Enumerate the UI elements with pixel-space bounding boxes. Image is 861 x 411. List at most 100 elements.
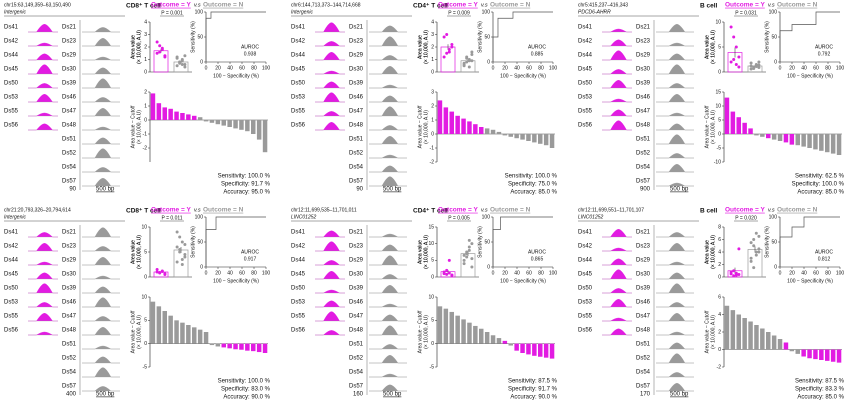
dot <box>160 46 164 50</box>
waterfall-bar <box>508 134 513 137</box>
track-label: Ds52 <box>636 151 651 157</box>
track-label: Ds21 <box>349 230 364 236</box>
track-peak <box>82 356 120 364</box>
y-axis-label: (× 10,000, A.U) <box>136 315 142 349</box>
y-tick-label: 3 <box>431 32 434 38</box>
scale: 900 <box>640 187 651 193</box>
dot <box>158 50 162 54</box>
waterfall-bar <box>742 122 747 134</box>
dot <box>752 67 756 70</box>
y-axis-label: (× 10,000, A.U) <box>710 30 716 64</box>
stat: Sensitivity: 87.5 % <box>795 379 845 385</box>
p-value: P = 0.005 <box>448 215 470 221</box>
y-tick-label: 2 <box>431 44 434 50</box>
y-axis-label: Area value − Cutoff <box>130 310 136 353</box>
y-tick-label: 50 <box>771 239 777 245</box>
track-label: Ds48 <box>62 123 77 129</box>
y-axis-label: (× 10,000, A.U) <box>423 30 429 64</box>
waterfall-bar <box>156 103 162 120</box>
track-peak <box>369 314 407 322</box>
auroc-label: AUROC <box>815 249 833 255</box>
waterfall-bar <box>508 343 513 346</box>
y-axis-label: (× 10,000, A.U) <box>136 110 142 144</box>
track-peak <box>602 228 632 238</box>
track-peak <box>82 27 120 33</box>
x-tick-label: 100 <box>549 65 558 71</box>
track-peak <box>315 81 345 89</box>
track-label: Ds47 <box>62 109 77 115</box>
track-peak <box>602 120 632 131</box>
track-peak <box>28 331 58 336</box>
dot <box>183 243 187 246</box>
y-tick-label: 100 <box>195 9 204 15</box>
y-tick-label: 6 <box>718 294 721 300</box>
track-label: Ds45 <box>578 272 593 278</box>
y-axis-label: Sensitivity (%) <box>190 226 196 258</box>
y-tick-label: 10 <box>715 103 721 109</box>
track-peak <box>315 230 345 238</box>
x-tick-label: 40 <box>227 65 233 71</box>
scale-bar-label: 500 bp <box>383 392 402 398</box>
y-tick-label: 2 <box>718 262 721 268</box>
track-peak <box>656 23 694 33</box>
waterfall-bar <box>748 321 753 350</box>
dot <box>732 35 736 39</box>
track-peak <box>602 317 632 322</box>
dot <box>757 234 761 238</box>
waterfall-bar <box>215 343 221 347</box>
waterfall-bar <box>526 134 531 141</box>
track-peak <box>369 154 407 159</box>
x-tick-label: 80 <box>825 65 831 71</box>
stat: Accuracy: 85.0 % <box>797 395 844 401</box>
x-axis-label: 100 − Specificity (%) <box>500 73 546 79</box>
locus: chr5:415,237–416,343 <box>578 2 628 8</box>
waterfall-bar <box>730 310 736 350</box>
y-tick-label: 15 <box>428 224 434 230</box>
track-peak <box>82 137 120 145</box>
waterfall-bar <box>484 128 490 134</box>
y-tick-label: 0 <box>200 59 203 65</box>
waterfall-bar <box>783 134 789 143</box>
track-peak <box>656 342 694 350</box>
track-peak <box>82 386 120 392</box>
y-tick-label: 0 <box>718 347 721 353</box>
track-peak <box>82 326 120 336</box>
outcome-y: Outcome = Y <box>725 2 765 9</box>
outcome-y: Outcome = Y <box>725 207 765 214</box>
waterfall-bar <box>549 343 555 359</box>
outcome-y: Outcome = Y <box>438 2 478 9</box>
scale-bar-label: 500 bp <box>670 187 689 193</box>
dot <box>442 35 446 39</box>
outcome-n: Outcome = N <box>777 2 818 9</box>
waterfall-bar <box>449 111 454 134</box>
gene: Intergenic <box>291 9 313 15</box>
track-peak <box>369 344 407 350</box>
track-label: Ds47 <box>636 314 651 320</box>
waterfall-bar <box>262 120 268 153</box>
track-label: Ds54 <box>636 370 651 376</box>
track-peak <box>82 67 120 75</box>
waterfall-bar <box>825 349 830 361</box>
waterfall-bar <box>496 338 502 344</box>
track-peak <box>82 367 120 378</box>
outcome-n: Outcome = N <box>777 207 818 214</box>
y-axis-label: Area value <box>417 240 423 264</box>
track-peak <box>602 28 632 33</box>
waterfall-bar <box>549 134 555 148</box>
track-peak <box>369 25 407 33</box>
track-label: Ds47 <box>636 109 651 115</box>
dot <box>729 60 733 64</box>
waterfall-bar <box>836 349 842 363</box>
waterfall-bar <box>156 306 162 344</box>
track-peak <box>602 109 632 117</box>
track-label: Ds46 <box>349 300 364 306</box>
dot <box>175 56 179 60</box>
y-tick-label: 5 <box>431 318 434 324</box>
stat: Sensitivity: 100.0 % <box>218 174 271 180</box>
scale: 170 <box>640 392 651 398</box>
x-axis-label: 100 − Specificity (%) <box>500 278 546 284</box>
waterfall-bar <box>836 134 842 155</box>
outcome-n: Outcome = N <box>490 2 531 9</box>
stat: Specificity: 83.3 % <box>795 387 845 393</box>
x-tick-label: 80 <box>825 270 831 276</box>
